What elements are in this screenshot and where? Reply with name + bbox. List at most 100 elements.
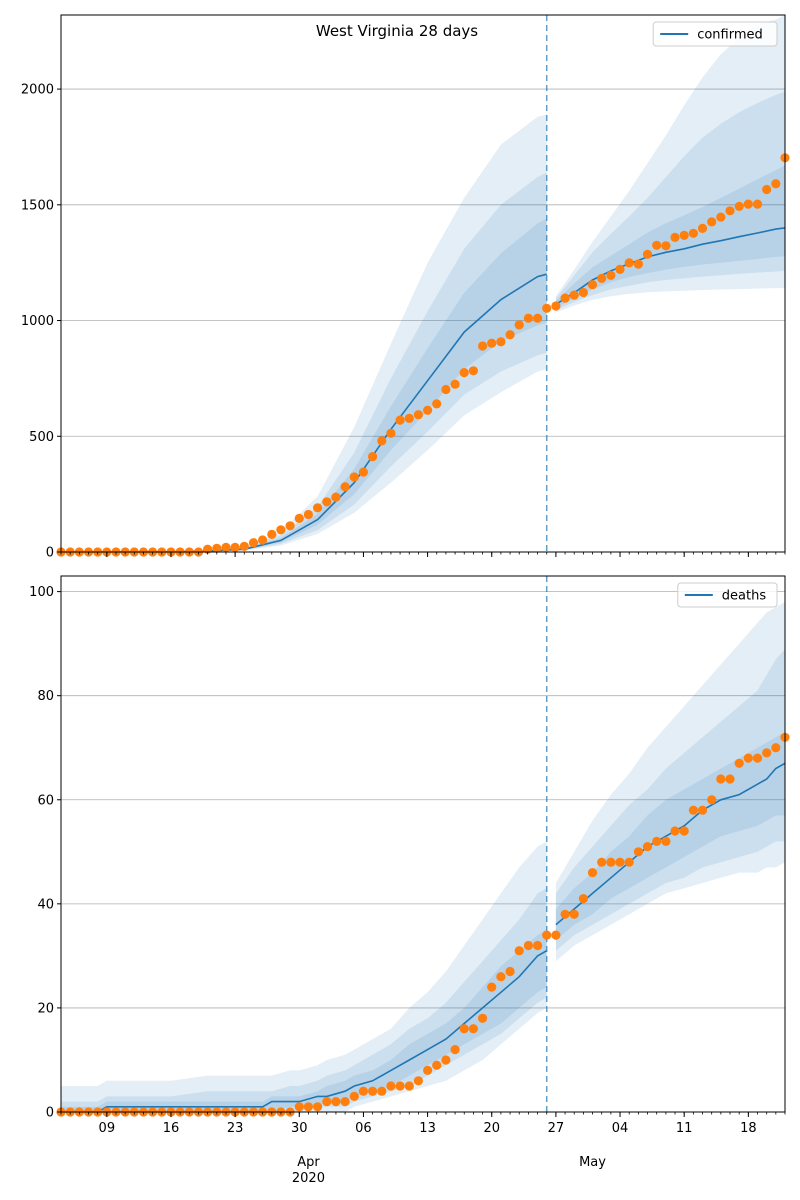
data-point — [423, 405, 433, 415]
y-tick-label: 60 — [37, 793, 54, 808]
data-point — [468, 1024, 478, 1034]
data-point — [633, 847, 644, 857]
data-point — [716, 774, 726, 784]
data-point — [725, 206, 735, 216]
confirmed-chart: 0 500 1000 1500 2000 West Virginia 28 days c… — [21, 14, 790, 561]
month-labels: Apr May — [297, 1155, 606, 1170]
confirmed-legend: confirmed — [652, 21, 778, 47]
y-tick-label: 2000 — [21, 83, 54, 98]
y-tick-label: 40 — [37, 897, 54, 912]
data-point — [679, 230, 689, 240]
deaths-axes-frame — [60, 575, 786, 1113]
deaths-legend-label: deaths — [722, 589, 767, 604]
data-point — [688, 228, 699, 238]
data-point — [303, 1102, 313, 1112]
data-point — [533, 940, 543, 951]
data-point — [432, 399, 442, 409]
data-point — [533, 313, 543, 323]
band-outer-area — [555, 15, 785, 313]
data-point — [652, 836, 662, 847]
data-point — [313, 503, 323, 513]
data-point — [560, 909, 570, 919]
band-mid-area — [61, 888, 547, 1112]
data-point — [707, 217, 717, 227]
confirmed-points — [56, 153, 790, 557]
x-tick-label: 04 — [612, 1121, 629, 1136]
data-point — [514, 946, 524, 956]
data-point — [221, 542, 231, 553]
data-point — [294, 513, 304, 524]
data-point — [478, 1013, 488, 1023]
data-point — [487, 338, 497, 348]
data-point — [496, 972, 506, 982]
data-point — [230, 542, 240, 553]
data-point — [615, 264, 625, 274]
y-tick-label: 80 — [37, 689, 54, 704]
data-point — [258, 535, 268, 545]
data-point — [505, 330, 515, 340]
data-point — [294, 1102, 304, 1112]
data-point — [368, 1086, 378, 1096]
chart-title: West Virginia 28 days — [316, 22, 478, 40]
data-point — [322, 1097, 332, 1107]
data-point — [358, 467, 368, 477]
model-line — [61, 950, 548, 1113]
deaths-model — [61, 762, 786, 1113]
x-tick-label: 09 — [99, 1121, 116, 1136]
data-point — [523, 940, 534, 951]
data-point — [386, 1081, 396, 1091]
x-tick-label: 06 — [355, 1121, 372, 1136]
data-point — [322, 497, 332, 507]
band-outer-area — [555, 602, 785, 962]
x-tick-label: 30 — [291, 1121, 308, 1136]
x-tick-label: 23 — [227, 1121, 244, 1136]
confirmed-ticks: 0 500 1000 1500 2000 — [21, 83, 786, 561]
data-point — [597, 273, 607, 283]
data-point — [496, 337, 506, 347]
data-point — [725, 774, 735, 784]
data-point — [633, 259, 644, 269]
y-tick-label: 1500 — [21, 198, 54, 213]
confirmed-axes-frame — [60, 14, 786, 553]
data-point — [560, 293, 570, 303]
data-point — [523, 313, 534, 323]
data-point — [487, 982, 497, 992]
data-point — [762, 184, 772, 195]
data-point — [670, 232, 680, 242]
data-point — [368, 452, 378, 462]
data-point — [661, 836, 671, 847]
deaths-legend: deaths — [677, 582, 778, 608]
x-tick-label: 27 — [548, 1121, 565, 1136]
x-month-label: May — [579, 1155, 606, 1170]
data-point — [386, 428, 396, 438]
data-point — [459, 1024, 469, 1034]
data-point — [404, 1081, 414, 1091]
data-point — [331, 1097, 341, 1107]
data-point — [697, 223, 708, 233]
data-point — [441, 1055, 451, 1065]
x-tick-label: 16 — [163, 1121, 180, 1136]
data-point — [743, 199, 753, 209]
data-point — [313, 1102, 323, 1112]
data-point — [578, 894, 589, 904]
data-point — [276, 525, 286, 535]
data-point — [752, 753, 763, 763]
data-point — [542, 303, 552, 313]
data-point — [542, 930, 552, 940]
data-point — [331, 492, 341, 502]
data-point — [578, 287, 589, 298]
data-point — [697, 805, 708, 815]
confirmed-legend-label: confirmed — [697, 28, 763, 43]
data-point — [212, 543, 222, 553]
data-point — [569, 909, 579, 919]
year-label: 2020 — [292, 1171, 325, 1186]
y-tick-label: 100 — [29, 585, 54, 600]
data-point — [413, 1076, 423, 1086]
data-point — [239, 541, 249, 552]
data-point — [642, 842, 653, 852]
data-point — [377, 1086, 387, 1096]
data-point — [349, 472, 359, 482]
data-point — [340, 1097, 350, 1107]
data-point — [248, 538, 259, 548]
